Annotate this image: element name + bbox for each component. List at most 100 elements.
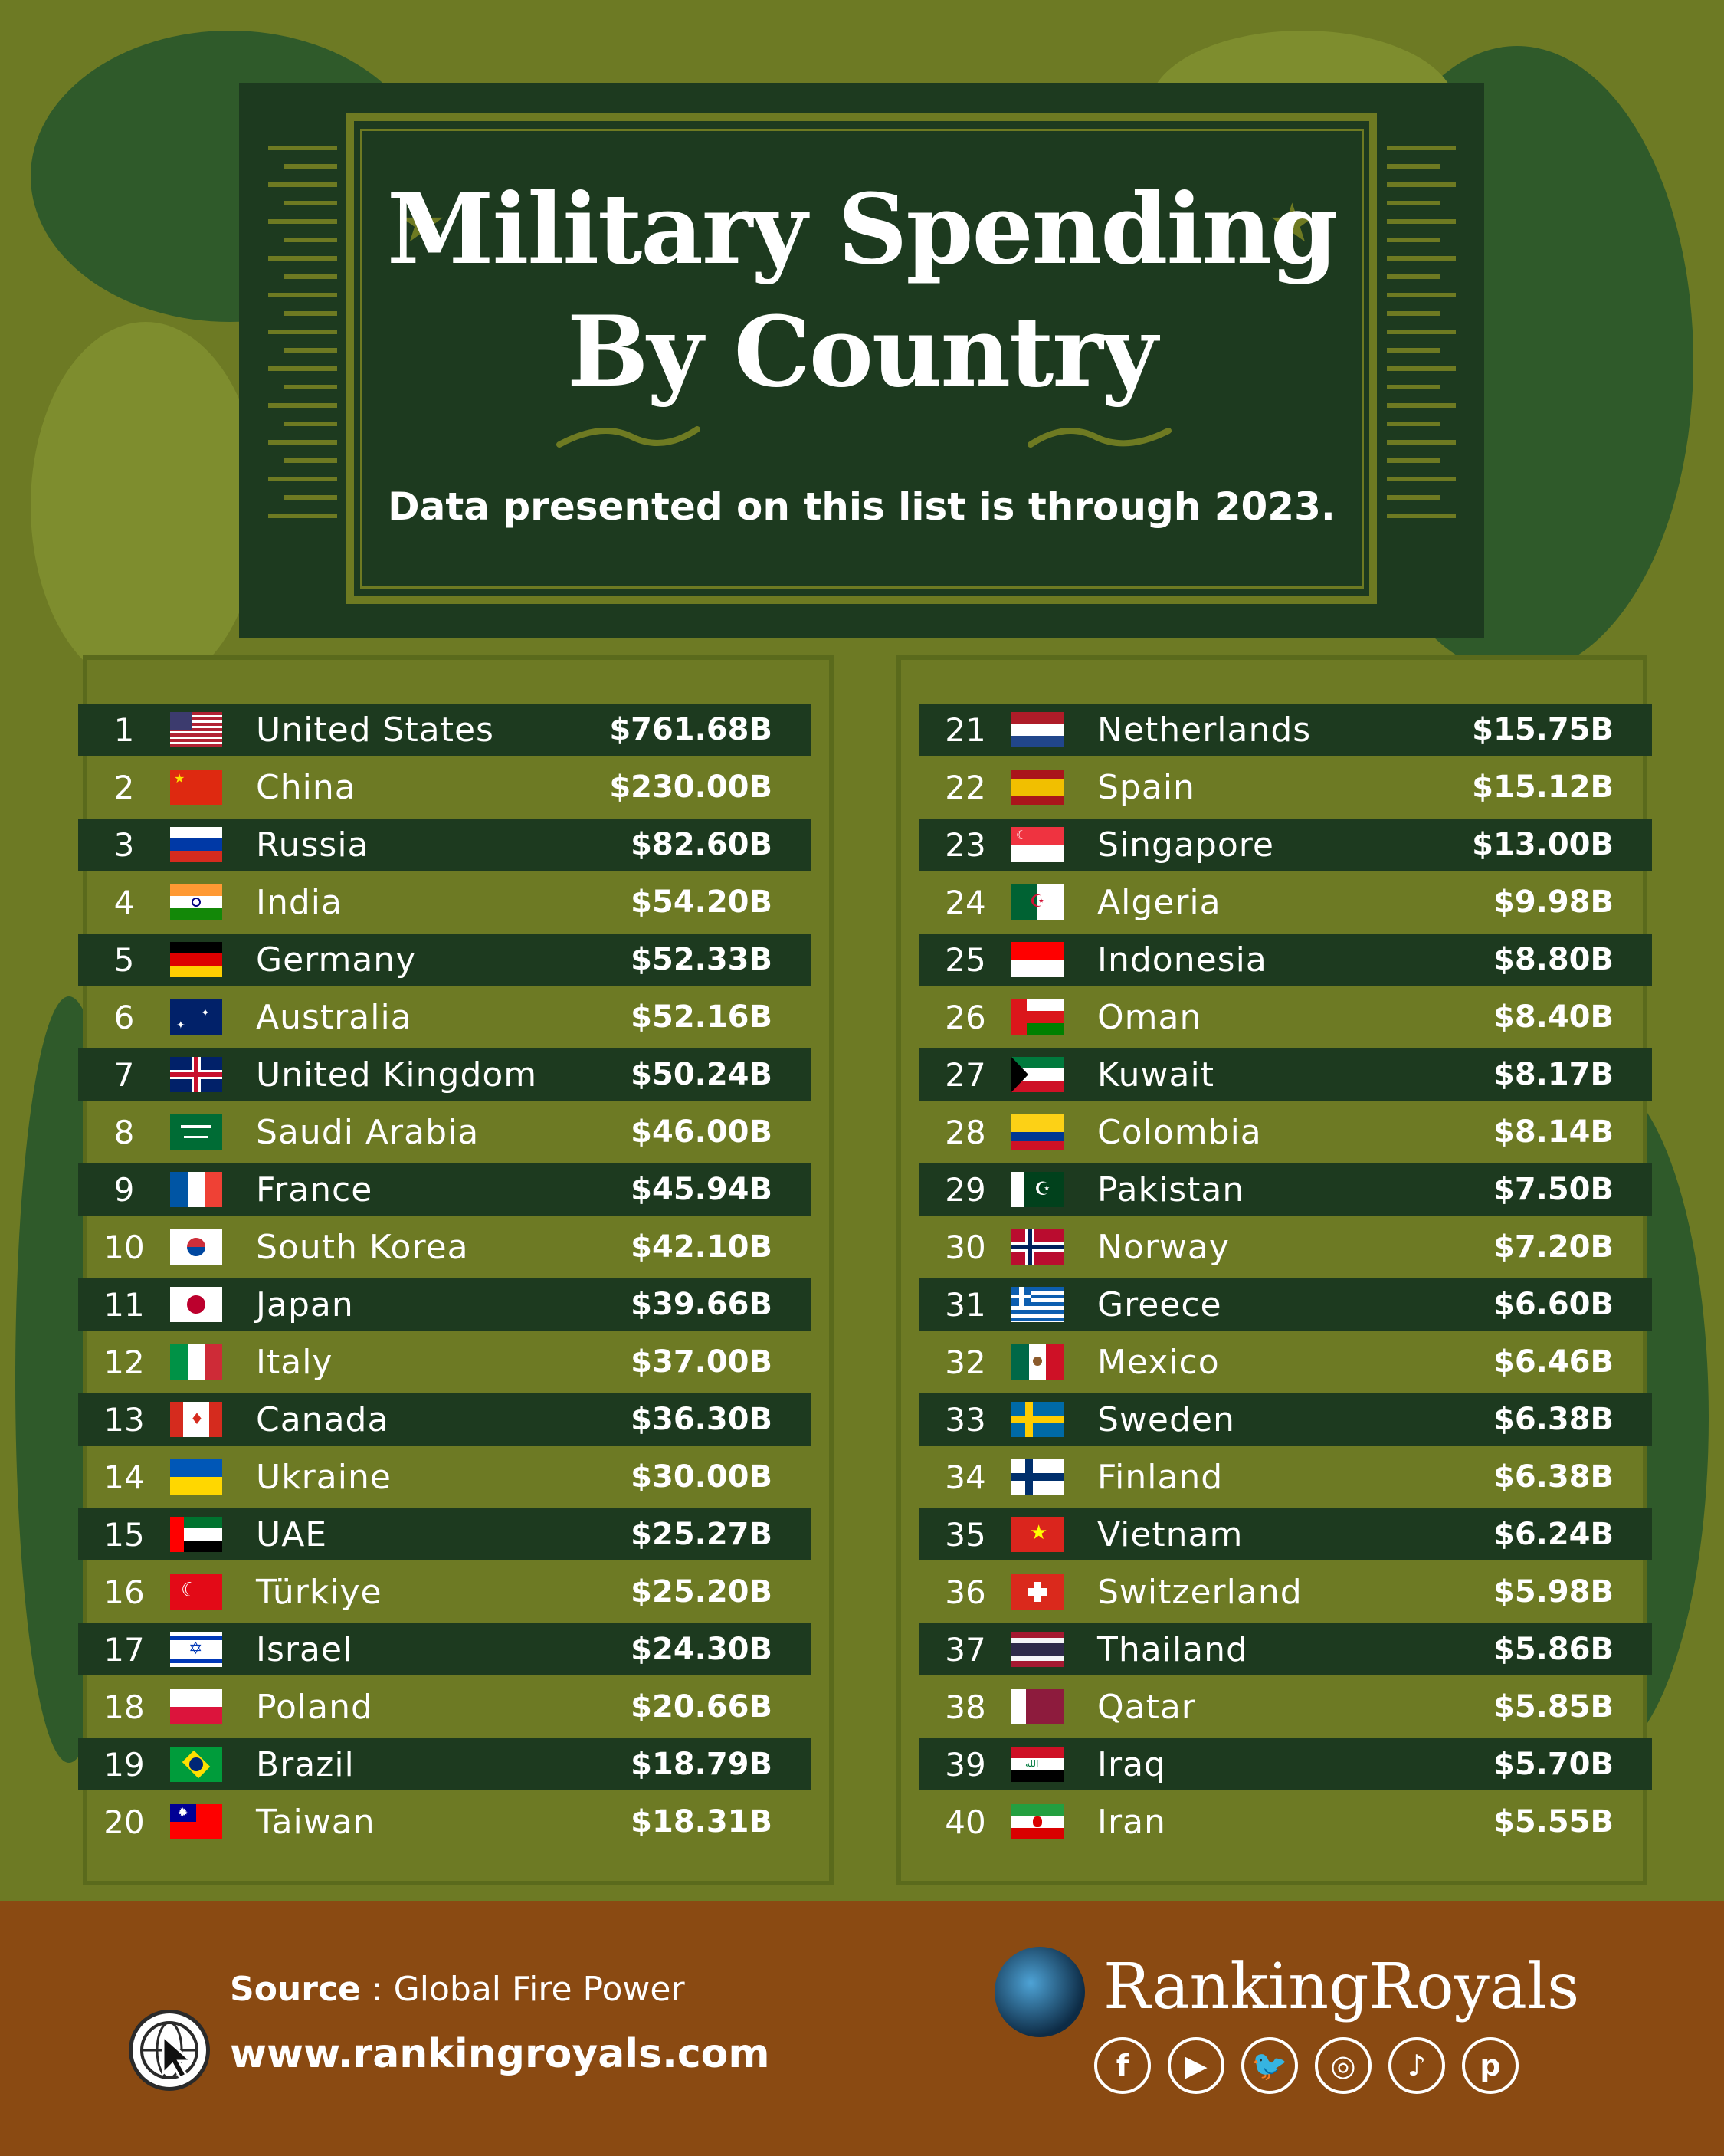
table-row: 8 Saudi Arabia $46.00B [78, 1106, 811, 1158]
flag-se-icon [1011, 1402, 1064, 1437]
flag-mx-icon [1011, 1344, 1064, 1380]
subtitle: Data presented on this list is through 2… [388, 484, 1336, 529]
facebook-icon[interactable]: f [1094, 2037, 1151, 2094]
spending-value: $30.00B [631, 1459, 772, 1495]
spending-value: $50.24B [631, 1057, 772, 1092]
instagram-icon[interactable]: ◎ [1315, 2037, 1372, 2094]
spending-value: $8.14B [1493, 1114, 1614, 1150]
table-row: 36 Switzerland $5.98B [919, 1566, 1652, 1618]
table-row: 19 Brazil $18.79B [78, 1738, 811, 1790]
country-name: Sweden [1097, 1400, 1235, 1439]
rank-number: 37 [945, 1630, 986, 1669]
table-row: 13 ♦ Canada $36.30B [78, 1393, 811, 1446]
spending-value: $8.80B [1493, 942, 1614, 977]
rank-number: 10 [103, 1228, 145, 1266]
table-row: 12 Italy $37.00B [78, 1336, 811, 1388]
table-row: 10 South Korea $42.10B [78, 1221, 811, 1273]
country-name: Greece [1097, 1285, 1222, 1324]
spending-value: $15.12B [1472, 770, 1614, 805]
website-link[interactable]: www.rankingroyals.com [230, 2031, 770, 2077]
table-row: 2 ★ China $230.00B [78, 761, 811, 813]
pinterest-icon[interactable]: p [1462, 2037, 1519, 2094]
country-name: India [256, 882, 343, 922]
country-name: Finland [1097, 1457, 1224, 1497]
title-board [346, 113, 1377, 604]
country-name: Russia [256, 825, 369, 865]
table-row: 3 Russia $82.60B [78, 819, 811, 871]
rank-number: 25 [945, 940, 986, 979]
flag-gr-icon [1011, 1287, 1064, 1322]
title-board-inner-border [360, 129, 1364, 589]
country-name: France [256, 1170, 373, 1209]
table-row: 23 ☾ Singapore $13.00B [919, 819, 1652, 871]
country-name: Türkiye [256, 1572, 382, 1612]
table-row: 7 United Kingdom $50.24B [78, 1048, 811, 1101]
country-name: Israel [256, 1629, 353, 1669]
table-row: 40 Iran $5.55B [919, 1796, 1652, 1848]
flag-ua-icon [170, 1459, 222, 1495]
flourish-right-icon [1028, 428, 1172, 448]
spending-value: $6.38B [1493, 1459, 1614, 1495]
rank-number: 23 [945, 825, 986, 864]
table-row: 1 United States $761.68B [78, 704, 811, 756]
flag-sg-icon: ☾ [1011, 827, 1064, 862]
table-row: 28 Colombia $8.14B [919, 1106, 1652, 1158]
flag-om-icon [1011, 999, 1064, 1035]
camo-blob [31, 322, 261, 690]
rank-number: 29 [945, 1170, 986, 1209]
youtube-icon[interactable]: ▶ [1168, 2037, 1224, 2094]
flag-au-icon: ✦ ✦ [170, 999, 222, 1035]
twitter-icon[interactable]: 🐦 [1241, 2037, 1298, 2094]
spending-value: $36.30B [631, 1402, 772, 1437]
spending-value: $761.68B [609, 712, 772, 747]
country-name: Pakistan [1097, 1170, 1245, 1209]
rank-number: 12 [103, 1343, 145, 1381]
table-row: 17 ✡ Israel $24.30B [78, 1623, 811, 1675]
flag-es-icon [1011, 770, 1064, 805]
country-name: Oman [1097, 997, 1202, 1037]
spending-value: $37.00B [631, 1344, 772, 1380]
spending-value: $5.70B [1493, 1747, 1614, 1782]
table-row: 30 Norway $7.20B [919, 1221, 1652, 1273]
table-row: 35 ★ Vietnam $6.24B [919, 1508, 1652, 1560]
country-name: Colombia [1097, 1112, 1262, 1152]
spending-value: $42.10B [631, 1229, 772, 1265]
table-row: 15 UAE $25.27B [78, 1508, 811, 1560]
flag-us-icon [170, 712, 222, 747]
rank-number: 14 [103, 1458, 145, 1496]
rank-number: 4 [113, 883, 135, 921]
rank-number: 15 [103, 1515, 145, 1554]
country-name: South Korea [256, 1227, 469, 1267]
flag-iq-icon: الله [1011, 1747, 1064, 1782]
spending-value: $24.30B [631, 1632, 772, 1667]
brand-name: RankingRoyals [1103, 1951, 1580, 2023]
spending-value: $5.85B [1493, 1689, 1614, 1724]
country-name: Taiwan [256, 1802, 375, 1842]
rank-number: 9 [113, 1170, 135, 1209]
flag-id-icon [1011, 942, 1064, 977]
country-name: Algeria [1097, 882, 1221, 922]
rank-number: 11 [103, 1285, 145, 1324]
table-row: 24 ☪ Algeria $9.98B [919, 876, 1652, 928]
rank-number: 1 [113, 710, 135, 749]
rank-number: 6 [113, 998, 135, 1036]
table-row: 6 ✦ ✦ Australia $52.16B [78, 991, 811, 1043]
spending-value: $6.60B [1493, 1287, 1614, 1322]
source-label: Source [230, 1970, 361, 2009]
tiktok-icon[interactable]: ♪ [1388, 2037, 1445, 2094]
flourish-left-icon [556, 426, 700, 448]
rank-number: 32 [945, 1343, 986, 1381]
rank-number: 36 [945, 1573, 986, 1611]
table-row: 34 Finland $6.38B [919, 1451, 1652, 1503]
rank-number: 18 [103, 1688, 145, 1726]
spending-value: $5.98B [1493, 1574, 1614, 1610]
country-name: Spain [1097, 767, 1195, 807]
flag-ch-icon [1011, 1574, 1064, 1610]
country-name: Ukraine [256, 1457, 392, 1497]
table-row: 14 Ukraine $30.00B [78, 1451, 811, 1503]
table-row: 25 Indonesia $8.80B [919, 934, 1652, 986]
rank-number: 33 [945, 1400, 986, 1439]
rank-number: 19 [103, 1745, 145, 1784]
spending-value: $230.00B [609, 770, 772, 805]
flag-tr-icon: ☾ [170, 1574, 222, 1610]
